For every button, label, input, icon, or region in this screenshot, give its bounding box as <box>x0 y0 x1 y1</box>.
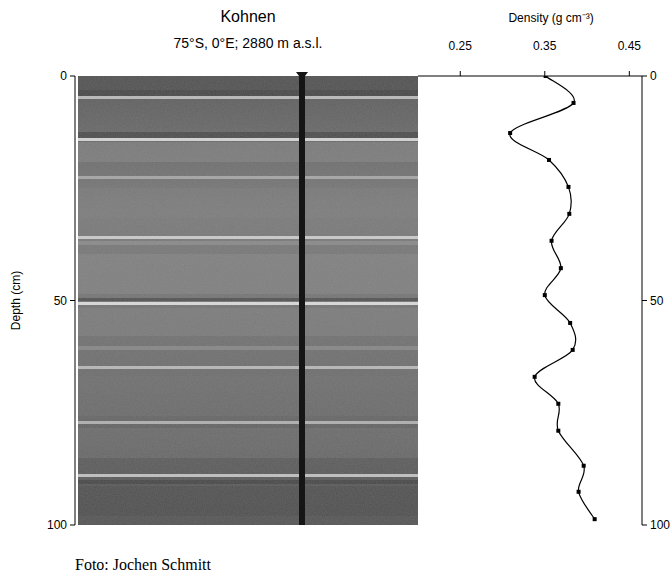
y-tick-label-right: 50 <box>650 294 664 308</box>
y-tick-left <box>70 300 75 301</box>
x-tick-label: 0.35 <box>533 39 557 53</box>
data-point <box>550 239 554 243</box>
data-point <box>571 348 575 352</box>
x-tick-label: 0.25 <box>449 39 473 53</box>
photo <box>78 72 418 525</box>
data-group <box>508 76 597 521</box>
y-tick-label-left: 50 <box>54 294 68 308</box>
x-axis-line <box>418 76 642 77</box>
data-point <box>556 429 560 433</box>
subtitle: 75°S, 0°E; 2880 m a.s.l. <box>174 35 323 51</box>
data-point <box>568 321 572 325</box>
data-point <box>593 517 597 521</box>
measuring-tape <box>299 72 305 525</box>
x-tick <box>544 71 545 76</box>
data-point <box>572 101 576 105</box>
y-axis-title: Depth (cm) <box>9 271 23 330</box>
data-point <box>556 402 560 406</box>
data-point <box>567 212 571 216</box>
y-tick-label-right: 0 <box>650 69 657 83</box>
figure: Kohnen 75°S, 0°E; 2880 m a.s.l. Density (g… <box>0 0 670 583</box>
axes <box>70 71 647 525</box>
photo-ground <box>78 76 418 525</box>
data-point <box>547 158 551 162</box>
data-point <box>577 490 581 494</box>
data-point <box>566 185 570 189</box>
tape-head <box>296 72 308 80</box>
y-tick-right <box>642 300 647 301</box>
y-tick-right <box>642 525 647 526</box>
data-point <box>543 293 547 297</box>
data-point <box>544 76 548 78</box>
y-tick-label-left: 0 <box>60 69 67 83</box>
y-tick-left <box>70 76 75 77</box>
y-tick-label-right: 100 <box>650 518 670 532</box>
y-tick-right <box>642 76 647 77</box>
y-tick-left <box>70 525 75 526</box>
data-point <box>508 131 512 135</box>
x-tick <box>629 71 630 76</box>
caption: Foto: Jochen Schmitt <box>75 556 212 573</box>
x-tick-label: 0.45 <box>618 39 642 53</box>
data-point <box>533 375 537 379</box>
data-point <box>582 464 586 468</box>
x-tick <box>460 71 461 76</box>
data-point <box>559 266 563 270</box>
y-tick-label-left: 100 <box>47 518 67 532</box>
x-axis-title: Density (g cm⁻³) <box>508 11 593 25</box>
photo-grain <box>78 76 418 525</box>
density-line <box>510 76 595 519</box>
title: Kohnen <box>220 8 275 25</box>
